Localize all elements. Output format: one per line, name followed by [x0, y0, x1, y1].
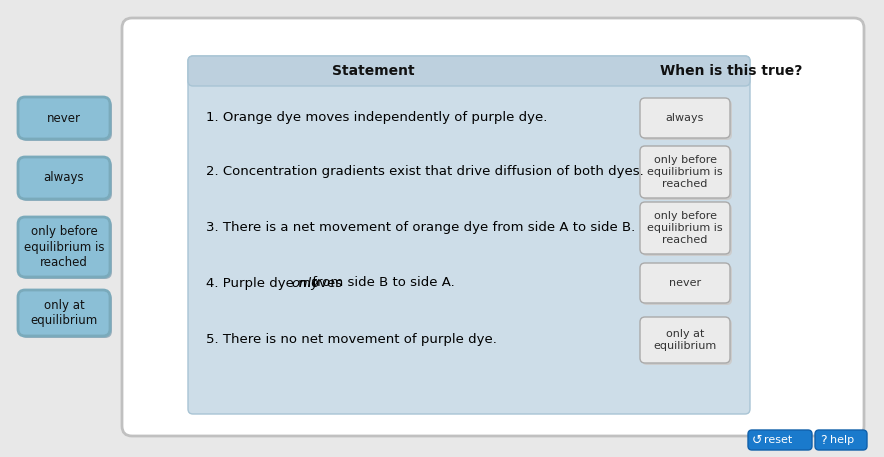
Text: When is this true?: When is this true?	[660, 64, 803, 78]
FancyBboxPatch shape	[18, 290, 110, 336]
FancyBboxPatch shape	[18, 97, 110, 139]
FancyBboxPatch shape	[640, 263, 730, 303]
FancyBboxPatch shape	[642, 319, 732, 365]
FancyBboxPatch shape	[642, 100, 732, 140]
Text: only before
equilibrium is
reached: only before equilibrium is reached	[647, 155, 723, 189]
FancyBboxPatch shape	[642, 148, 732, 200]
FancyBboxPatch shape	[642, 204, 732, 256]
Text: ↺: ↺	[752, 434, 763, 446]
Text: from side B to side A.: from side B to side A.	[309, 276, 455, 289]
FancyBboxPatch shape	[20, 99, 112, 141]
FancyBboxPatch shape	[188, 56, 750, 86]
FancyBboxPatch shape	[20, 219, 112, 279]
FancyBboxPatch shape	[640, 202, 730, 254]
FancyBboxPatch shape	[18, 157, 110, 199]
Text: always: always	[666, 113, 705, 123]
Text: 3. There is a net movement of orange dye from side A to side B.: 3. There is a net movement of orange dye…	[206, 222, 636, 234]
Text: help: help	[830, 435, 854, 445]
FancyBboxPatch shape	[188, 56, 750, 414]
FancyBboxPatch shape	[20, 292, 112, 338]
FancyBboxPatch shape	[640, 146, 730, 198]
Text: 2. Concentration gradients exist that drive diffusion of both dyes.: 2. Concentration gradients exist that dr…	[206, 165, 644, 179]
Text: only at
equilibrium: only at equilibrium	[30, 299, 97, 327]
FancyBboxPatch shape	[640, 98, 730, 138]
Text: always: always	[43, 171, 84, 185]
Text: reset: reset	[764, 435, 792, 445]
Text: only before
equilibrium is
reached: only before equilibrium is reached	[647, 212, 723, 244]
Text: only at
equilibrium: only at equilibrium	[653, 329, 717, 351]
FancyBboxPatch shape	[640, 317, 730, 363]
FancyBboxPatch shape	[18, 217, 110, 277]
Text: only before
equilibrium is
reached: only before equilibrium is reached	[24, 225, 104, 269]
FancyBboxPatch shape	[748, 430, 812, 450]
FancyBboxPatch shape	[642, 265, 732, 305]
Text: ?: ?	[820, 434, 827, 446]
Text: 1. Orange dye moves independently of purple dye.: 1. Orange dye moves independently of pur…	[206, 112, 547, 124]
Text: 4. Purple dye moves: 4. Purple dye moves	[206, 276, 347, 289]
FancyBboxPatch shape	[122, 18, 864, 436]
FancyBboxPatch shape	[815, 430, 867, 450]
Text: never: never	[669, 278, 701, 288]
FancyBboxPatch shape	[20, 159, 112, 201]
Text: only: only	[291, 276, 319, 289]
Text: 5. There is no net movement of purple dye.: 5. There is no net movement of purple dy…	[206, 334, 497, 346]
Text: never: never	[47, 112, 81, 124]
Text: Statement: Statement	[332, 64, 415, 78]
